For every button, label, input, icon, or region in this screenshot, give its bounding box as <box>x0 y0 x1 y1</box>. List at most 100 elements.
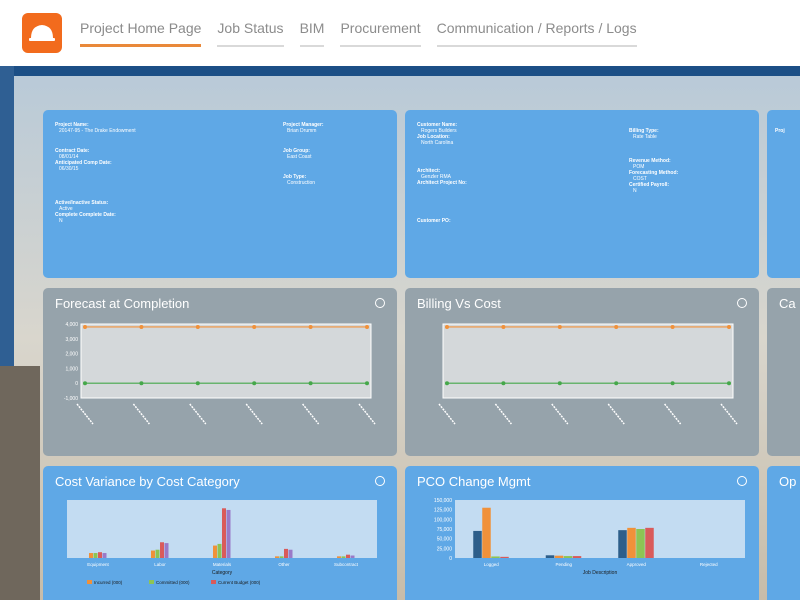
tab-bim[interactable]: BIM <box>299 20 325 47</box>
x-tick-label <box>494 403 512 425</box>
y-tick-label: 3,000 <box>65 337 78 343</box>
x-tick-label <box>438 403 456 425</box>
y-tick-label: 2,000 <box>65 352 78 358</box>
plot-area <box>80 323 372 399</box>
gear-icon[interactable] <box>737 298 747 308</box>
bar <box>275 556 279 558</box>
y-tick-label: 0 <box>449 556 452 562</box>
x-axis-label: Job Description <box>583 570 618 576</box>
category-label: Materials <box>213 562 232 567</box>
forecasting-method-value: COST <box>633 176 647 182</box>
top-navigation: Project Home Page Job Status BIM Procure… <box>0 0 800 66</box>
bar <box>346 554 350 558</box>
forecast-panel: Forecast at Completion 4,000 3,000 2,000 1,… <box>43 288 397 456</box>
revenue-method-value: POM <box>633 164 645 170</box>
legend-swatch <box>211 580 216 584</box>
data-point <box>365 381 369 386</box>
x-tick-label <box>551 403 569 425</box>
cost-variance-title: Cost Variance by Cost Category <box>55 474 240 489</box>
certified-payroll-value: N <box>633 188 637 194</box>
pco-chart: 150,000 125,000 100,000 75,000 50,000 25,000 0… <box>434 498 745 576</box>
x-tick-label <box>245 403 263 425</box>
project-name-value: 20147-95 - The Drake Endowment <box>59 128 136 134</box>
data-point <box>557 324 562 329</box>
architect-label: Architect: <box>417 168 441 174</box>
category-label: Equipment <box>87 562 109 567</box>
tab-job-status[interactable]: Job Status <box>217 20 284 47</box>
legend-label: Committed (000) <box>156 580 190 585</box>
bar <box>164 543 169 558</box>
bar <box>645 527 654 558</box>
forecasting-method-label: Forecasting Method: <box>629 170 679 176</box>
job-location-value: North Carolina <box>421 140 454 146</box>
bar <box>93 553 98 558</box>
tab-communication-reports-logs[interactable]: Communication / Reports / Logs <box>436 20 637 47</box>
customer-name-label: Customer Name: <box>417 122 458 128</box>
legend-label: Incurred (000) <box>94 580 123 585</box>
billing-panel: Billing Vs Cost <box>405 288 759 456</box>
job-group-value: East Coast <box>287 154 312 160</box>
billing-chart <box>438 323 738 425</box>
y-tick-label: 4,000 <box>65 322 78 328</box>
y-tick-label: 150,000 <box>434 498 452 504</box>
category-label: Other <box>278 562 290 567</box>
bar <box>572 556 582 558</box>
gear-icon[interactable] <box>375 298 385 308</box>
dashboard: Project Name: 20147-95 - The Drake Endow… <box>0 66 800 600</box>
partial-chart-panel: Ca <box>767 288 800 456</box>
bar <box>160 542 164 558</box>
category-label: Subcontract <box>334 562 359 567</box>
data-point <box>501 381 506 386</box>
bar <box>288 549 293 558</box>
x-tick-label <box>358 403 376 425</box>
data-point <box>670 381 675 386</box>
customer-po-label: Customer PO: <box>417 218 451 224</box>
bar <box>222 508 226 558</box>
data-point <box>501 324 506 329</box>
x-tick-label <box>76 403 94 425</box>
tab-project-home-page[interactable]: Project Home Page <box>80 20 202 47</box>
data-point <box>445 324 449 329</box>
gear-icon[interactable] <box>737 476 747 486</box>
plot-area <box>455 500 745 558</box>
bar <box>279 556 284 558</box>
forecast-title: Forecast at Completion <box>55 296 190 311</box>
legend-label: Current Budget (000) <box>218 580 261 585</box>
project-info-panel: Project Name: 20147-95 - The Drake Endow… <box>43 110 397 278</box>
data-point <box>614 381 619 386</box>
x-axis-label: Category <box>212 570 233 576</box>
legend-swatch <box>87 580 92 584</box>
x-tick-label <box>720 403 738 425</box>
hard-hat-icon[interactable] <box>22 13 62 53</box>
complete-date-value: N <box>59 218 63 224</box>
y-tick-label: 25,000 <box>437 546 453 552</box>
revenue-method-label: Revenue Method: <box>629 158 671 164</box>
data-point <box>195 324 200 329</box>
cost-variance-panel: Cost Variance by Cost Category Equipment… <box>43 466 397 600</box>
customer-name-value: Rogers Builders <box>421 128 457 134</box>
billing-title: Billing Vs Cost <box>417 296 501 311</box>
plot-area <box>442 323 734 399</box>
category-label: Logged <box>484 562 500 567</box>
x-tick-label <box>132 403 150 425</box>
data-point <box>83 324 87 329</box>
x-tick-label <box>607 403 625 425</box>
gear-icon[interactable] <box>375 476 385 486</box>
partial-bottom-title: Op <box>779 474 797 489</box>
bar <box>155 549 160 558</box>
bar <box>89 553 93 558</box>
category-label: Rejected <box>700 562 718 567</box>
data-point <box>670 324 675 329</box>
bar <box>491 556 500 558</box>
tab-procurement[interactable]: Procurement <box>340 20 421 47</box>
data-point <box>83 381 87 386</box>
bar <box>98 552 102 558</box>
data-point <box>727 324 731 329</box>
bar <box>341 556 346 558</box>
bar <box>226 509 231 558</box>
data-point <box>614 324 619 329</box>
data-point <box>308 381 313 386</box>
legend-swatch <box>149 580 154 584</box>
anticipated-date-value: 06/30/15 <box>59 166 79 172</box>
complete-date-label: Complete Complete Date: <box>55 212 116 218</box>
